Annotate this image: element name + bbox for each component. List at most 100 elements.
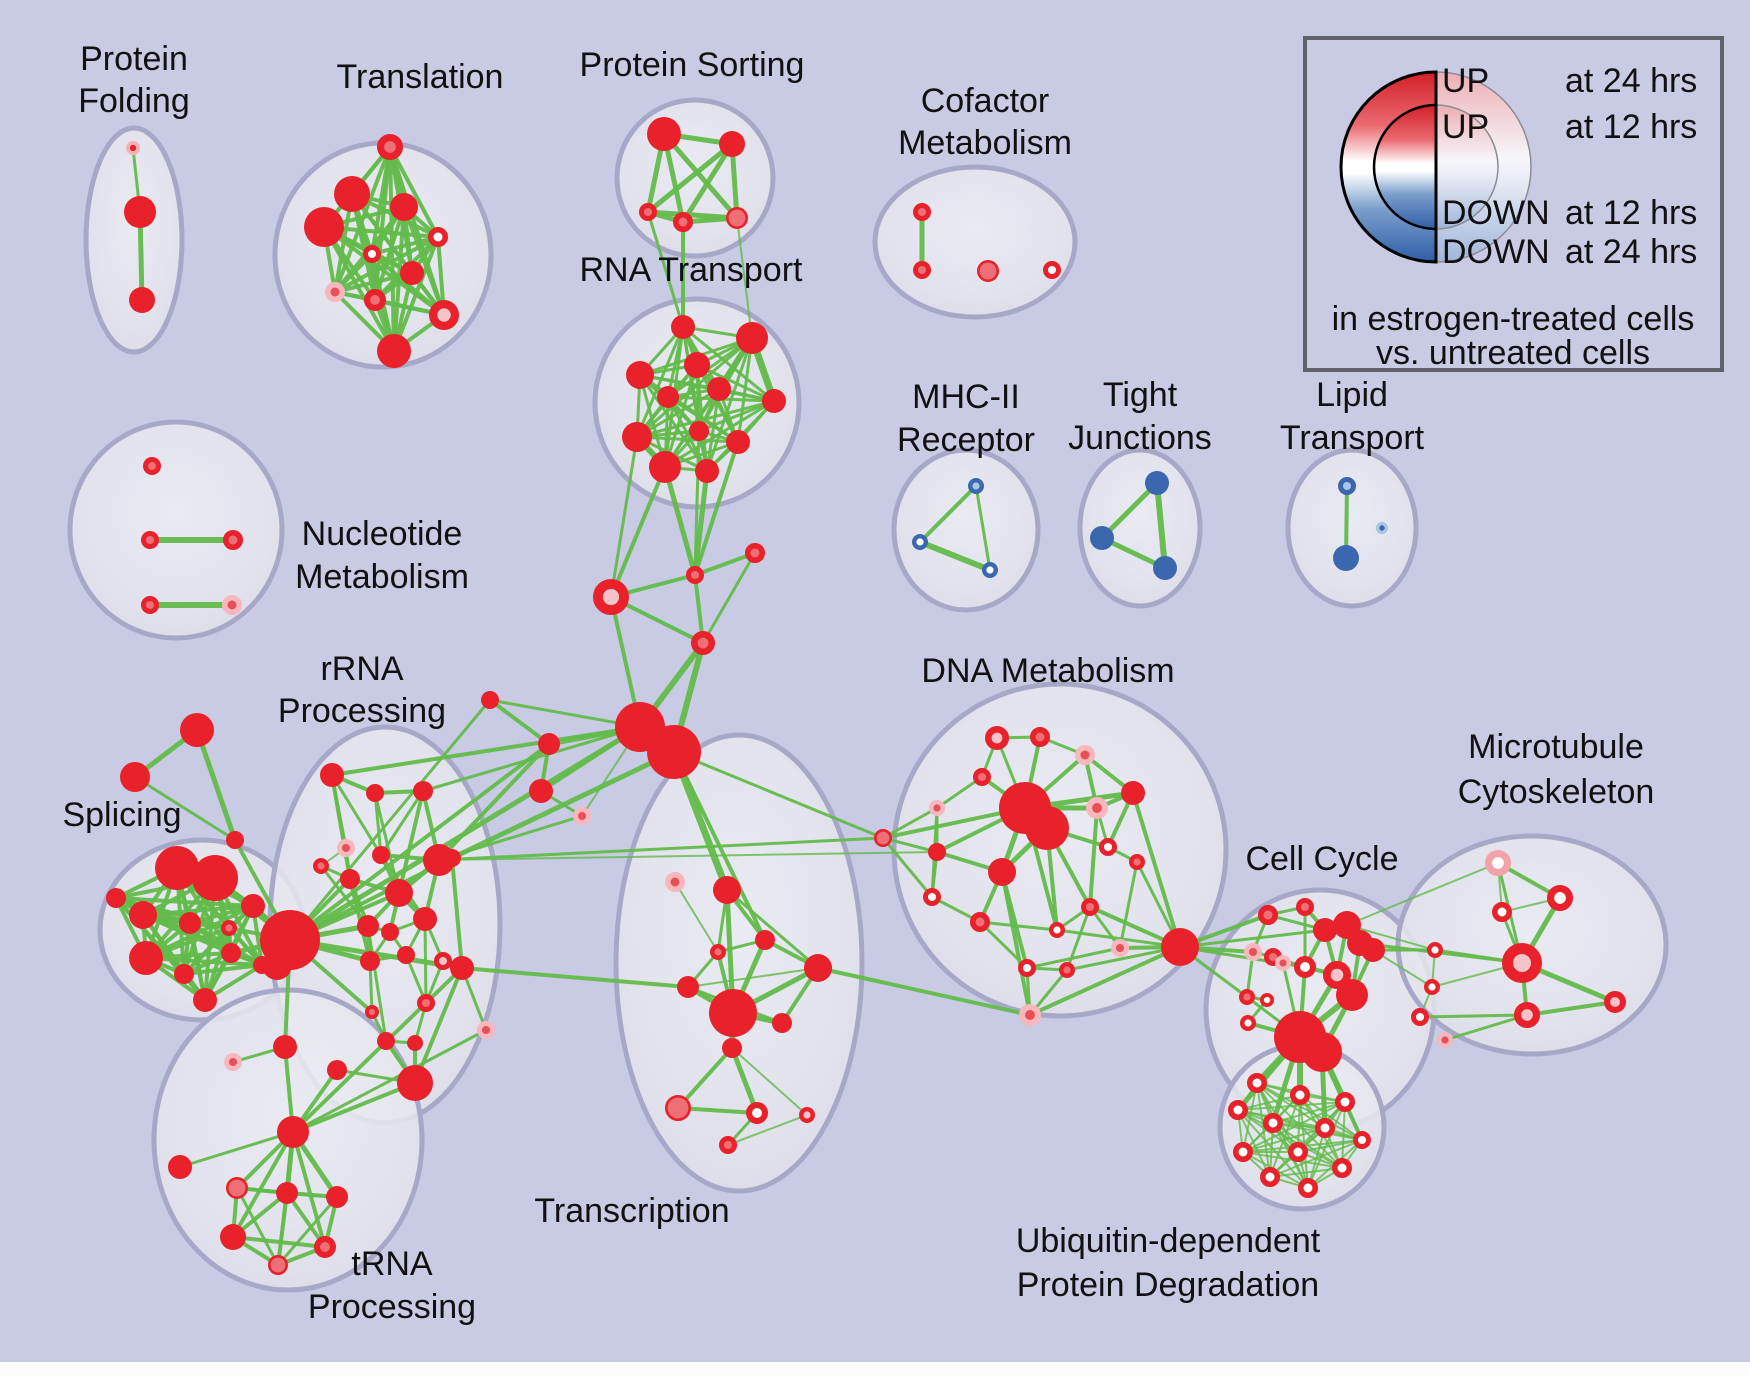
edge [1028,945,1182,1017]
node-sl-10 [241,894,265,918]
edge [881,836,934,899]
node-rr-15 [364,1004,379,1019]
node-ps-2 [638,203,657,222]
cluster-label-mt: Cytoskeleton [1458,773,1655,811]
node-rt-8 [689,421,709,441]
node-rr-2 [413,781,433,801]
node-mt-6 [1513,1002,1540,1029]
node-tr-4 [327,1060,347,1080]
edge [144,956,264,967]
node-sl-7 [174,964,194,984]
cluster-label-pf: Protein [80,40,188,78]
node-tx-7 [709,989,757,1037]
node-ub-4 [1263,1113,1283,1133]
node-dm-10 [1098,837,1117,856]
cluster-label-tr: tRNA [351,1245,433,1283]
node-fr-13 [443,849,461,867]
node-sl-3 [106,888,126,908]
edge [680,141,735,225]
edge [666,336,754,399]
node-mh-1 [912,534,929,551]
edge [438,851,938,861]
node-mh-0 [968,478,985,495]
edge [1178,928,1327,949]
node-fr-19 [873,828,892,847]
node-cc-8 [1274,955,1291,972]
edge [133,775,237,842]
edge [1256,1082,1271,1178]
node-dm-6 [1086,797,1109,820]
edge [1307,1101,1346,1189]
node-lp-1 [1333,545,1359,571]
edge [421,725,642,793]
edge [291,966,464,1134]
edge [816,966,1032,1017]
edge [676,1046,734,1110]
node-cc-12 [1238,989,1255,1006]
node-mt-7 [1604,991,1627,1014]
node-rr-5 [340,869,360,889]
node-rt-4 [707,377,731,401]
edge [727,1114,808,1146]
node-tl-1 [334,176,370,212]
node-mt-8 [1410,1007,1429,1026]
node-tx-1 [665,872,685,892]
node-rr-3 [337,838,356,857]
node-tl-9 [429,300,459,330]
edge [322,225,396,353]
node-fr-20 [397,1065,433,1101]
node-sl-0 [155,846,199,890]
legend-keyword-0: UP [1442,62,1489,100]
edge [662,464,698,578]
node-fr-9 [538,733,560,755]
edge [693,429,701,577]
edge [291,1081,417,1134]
node-rt-10 [649,451,681,483]
node-lp-0 [1337,477,1356,496]
node-tx-3 [710,944,727,961]
node-ps-3 [673,212,693,232]
node-cc-6 [1243,942,1262,961]
node-rr-7 [385,879,413,907]
edge [674,881,719,953]
node-dm-0 [984,725,1009,750]
cluster-label-ub: Ubiquitin-dependent [1016,1222,1321,1260]
edge [330,725,642,777]
cluster-cf [872,164,1078,320]
node-sl-6 [129,941,163,975]
edge [697,399,776,433]
edge [437,742,551,862]
node-ps-0 [647,117,681,151]
node-tl-6 [400,261,424,285]
node-tx-6 [772,1013,792,1033]
node-tx-4 [804,954,832,982]
legend-time-1: at 12 hrs [1565,108,1697,146]
node-rr-1 [366,784,384,802]
node-fr-3 [745,543,765,563]
node-tj-0 [1145,471,1169,495]
edge [437,814,584,862]
node-tl-8 [363,288,386,311]
edge [288,742,551,942]
node-rr-6 [372,846,390,864]
node-dm-15 [1048,922,1065,939]
cluster-label-lp: Lipid [1316,376,1388,414]
node-rr-12 [360,951,380,971]
edge [178,1130,295,1169]
edge [194,727,238,843]
cluster-label-mh: MHC-II [912,378,1020,416]
node-mh-2 [982,562,999,579]
node-nm-2 [223,530,243,550]
legend-time-0: at 24 hrs [1565,62,1697,100]
node-dm-20 [1019,1004,1042,1027]
node-tl-3 [304,207,344,247]
node-dm-9 [928,843,946,861]
node-lp-2 [1376,522,1389,535]
legend-footer-0: in estrogen-treated cells [1332,300,1695,338]
edge [705,387,721,473]
cluster-label-cf: Cofactor [921,82,1050,120]
node-dm-4 [972,767,991,786]
node-ub-9 [1332,1158,1352,1178]
edge [725,888,820,970]
edge [488,698,642,729]
